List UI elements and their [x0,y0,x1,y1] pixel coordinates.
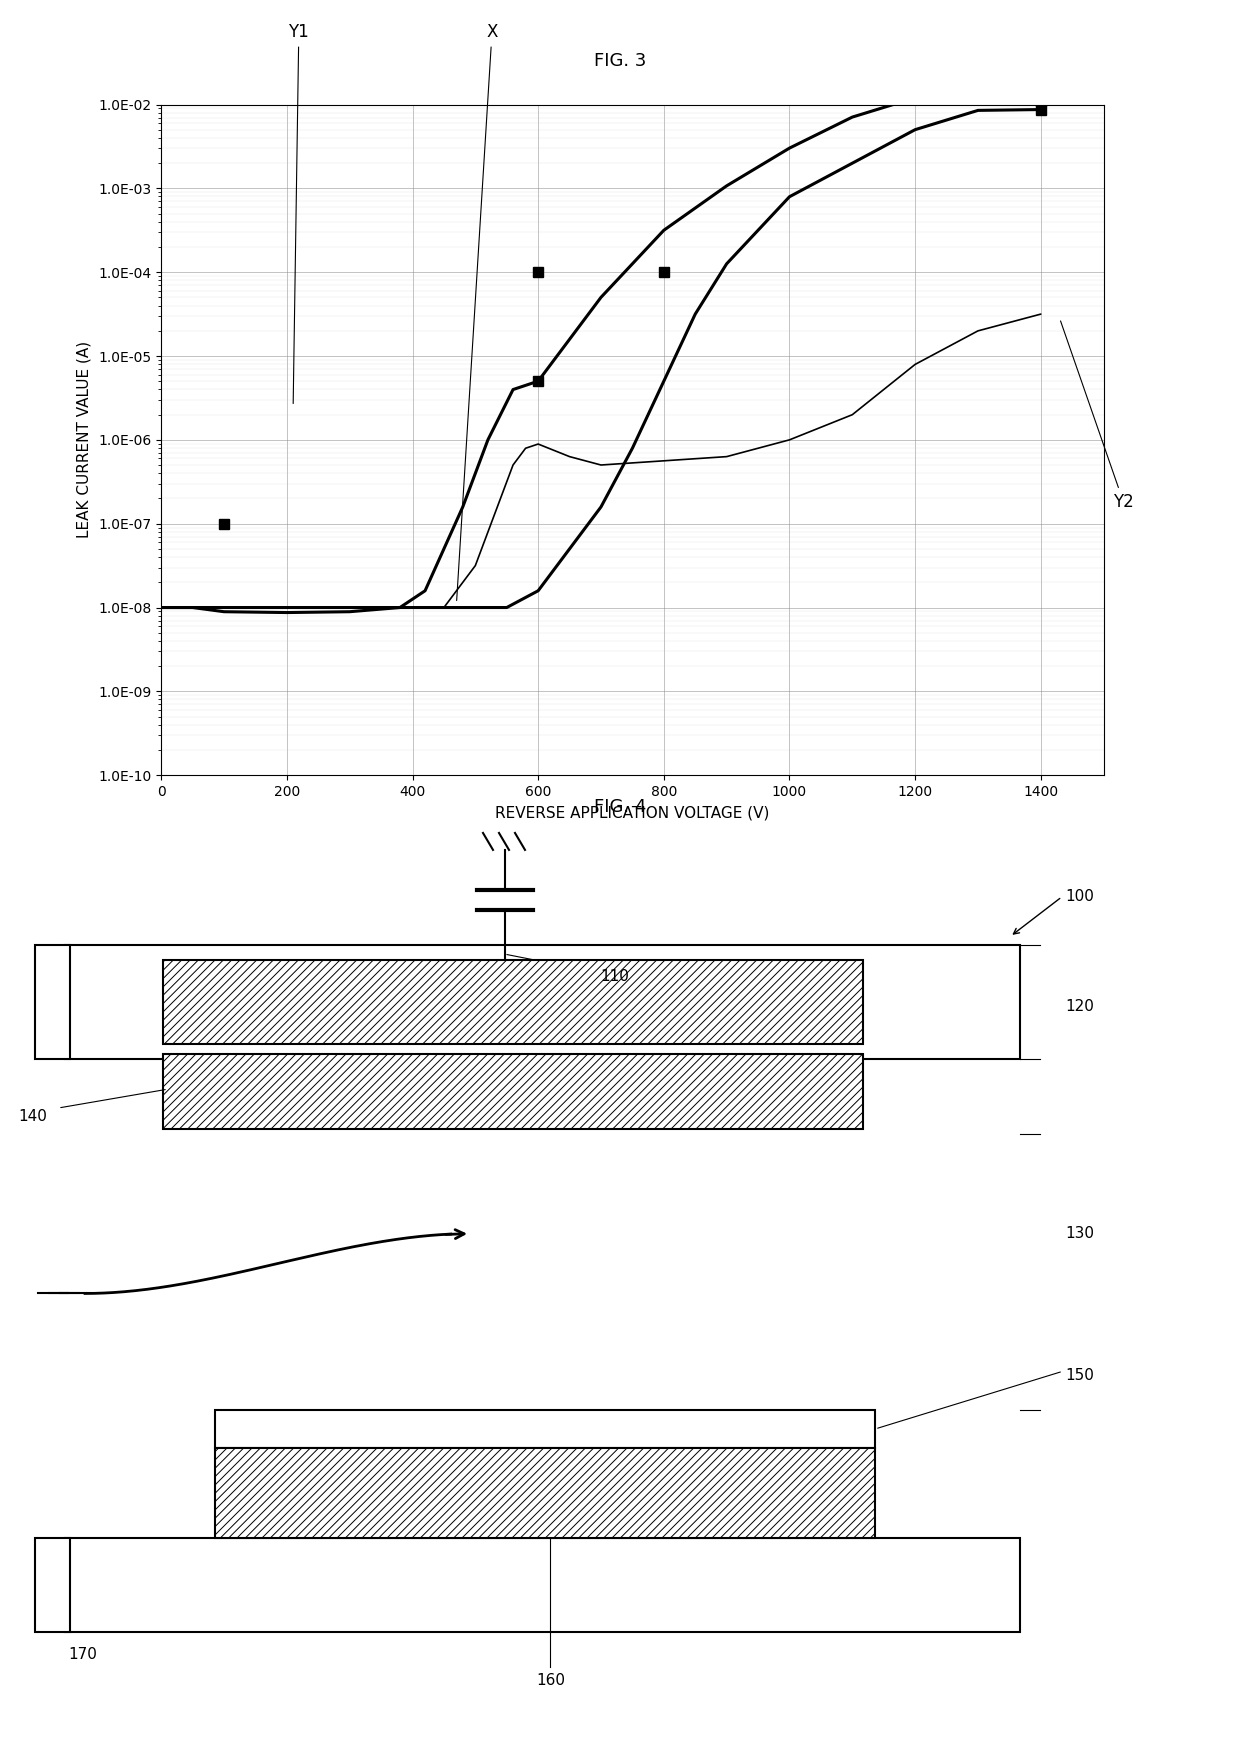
X-axis label: REVERSE APPLICATION VOLTAGE (V): REVERSE APPLICATION VOLTAGE (V) [495,807,770,820]
Bar [64,1538,1021,1632]
Bar [64,944,1021,1059]
Bar [35,944,69,1059]
Bar [215,1448,875,1538]
Text: 120: 120 [1065,998,1094,1014]
Text: 150: 150 [1065,1367,1094,1383]
Bar [35,1538,69,1632]
Text: 100: 100 [1065,888,1094,904]
Bar [162,1054,863,1129]
Text: FIG. 3: FIG. 3 [594,52,646,70]
Text: 170: 170 [68,1646,97,1662]
Text: Y2: Y2 [1060,321,1133,510]
Text: Y1: Y1 [289,23,309,404]
Bar [215,1409,875,1448]
Text: 140: 140 [19,1108,47,1124]
Y-axis label: LEAK CURRENT VALUE (A): LEAK CURRENT VALUE (A) [77,341,92,538]
Text: 110: 110 [600,969,629,984]
Bar [162,960,863,1043]
Text: 130: 130 [1065,1226,1094,1240]
Text: FIG. 4: FIG. 4 [594,798,646,815]
Text: X: X [456,23,497,601]
Text: 160: 160 [536,1672,565,1688]
